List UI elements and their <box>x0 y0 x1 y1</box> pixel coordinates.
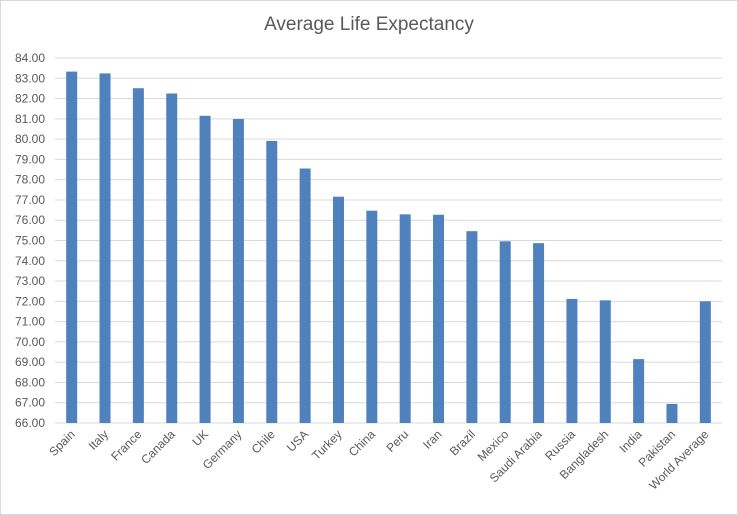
chart-title: Average Life Expectancy <box>264 14 474 35</box>
bar-bangladesh <box>599 300 611 423</box>
bar-china <box>366 210 378 423</box>
bar-france <box>132 88 144 423</box>
y-tick-label: 80.00 <box>15 132 45 146</box>
y-tick-label: 67.00 <box>15 396 45 410</box>
y-tick-label: 75.00 <box>15 234 45 248</box>
bar-italy <box>99 73 111 424</box>
x-category-label: Canada <box>138 427 178 467</box>
bar-india <box>633 359 645 423</box>
y-tick-label: 78.00 <box>15 173 45 187</box>
x-category-label: Iran <box>420 427 445 452</box>
y-tick-label: 73.00 <box>15 274 45 288</box>
bar-uk <box>199 115 211 424</box>
bar-brazil <box>466 231 478 423</box>
bar-saudi-arabia <box>533 243 545 423</box>
x-category-label: Spain <box>46 427 78 459</box>
x-category-label: USA <box>284 427 311 454</box>
y-tick-label: 70.00 <box>15 335 45 349</box>
bar-chile <box>266 140 278 424</box>
y-tick-label: 81.00 <box>15 112 45 126</box>
y-tick-label: 69.00 <box>15 355 45 369</box>
x-category-label: India <box>616 427 645 456</box>
bar-world-average <box>699 301 711 423</box>
y-tick-label: 82.00 <box>15 92 45 106</box>
y-tick-label: 66.00 <box>15 416 45 430</box>
y-tick-label: 71.00 <box>15 315 45 329</box>
x-category-label: Brazil <box>447 427 478 458</box>
bar-turkey <box>332 196 344 423</box>
y-tick-label: 76.00 <box>15 213 45 227</box>
x-category-label: World Average <box>646 427 711 492</box>
bar-russia <box>566 298 578 423</box>
y-tick-label: 84.00 <box>15 51 45 65</box>
x-category-label: Italy <box>86 427 111 452</box>
x-category-label: UK <box>190 427 212 449</box>
x-category-label: Chile <box>249 427 278 456</box>
bar-peru <box>399 214 411 423</box>
bar-pakistan <box>666 403 678 423</box>
x-category-label: China <box>346 427 378 459</box>
x-category-label: Turkey <box>309 427 345 463</box>
y-tick-label: 72.00 <box>15 294 45 308</box>
y-tick-label: 68.00 <box>15 375 45 389</box>
y-tick-label: 74.00 <box>15 254 45 268</box>
bar-spain <box>66 71 78 423</box>
y-tick-label: 79.00 <box>15 152 45 166</box>
bars <box>66 71 711 424</box>
y-tick-label: 83.00 <box>15 71 45 85</box>
bar-germany <box>232 119 244 424</box>
x-category-label: Peru <box>383 427 411 455</box>
bar-iran <box>433 214 445 423</box>
y-axis-tick-labels: 66.00 67.00 68.00 69.00 70.00 71.00 72.00 73.00… <box>15 51 45 430</box>
y-tick-label: 77.00 <box>15 193 45 207</box>
bar-canada <box>166 93 178 423</box>
bar-usa <box>299 168 311 423</box>
bar-mexico <box>499 241 511 423</box>
gridlines <box>55 57 722 424</box>
